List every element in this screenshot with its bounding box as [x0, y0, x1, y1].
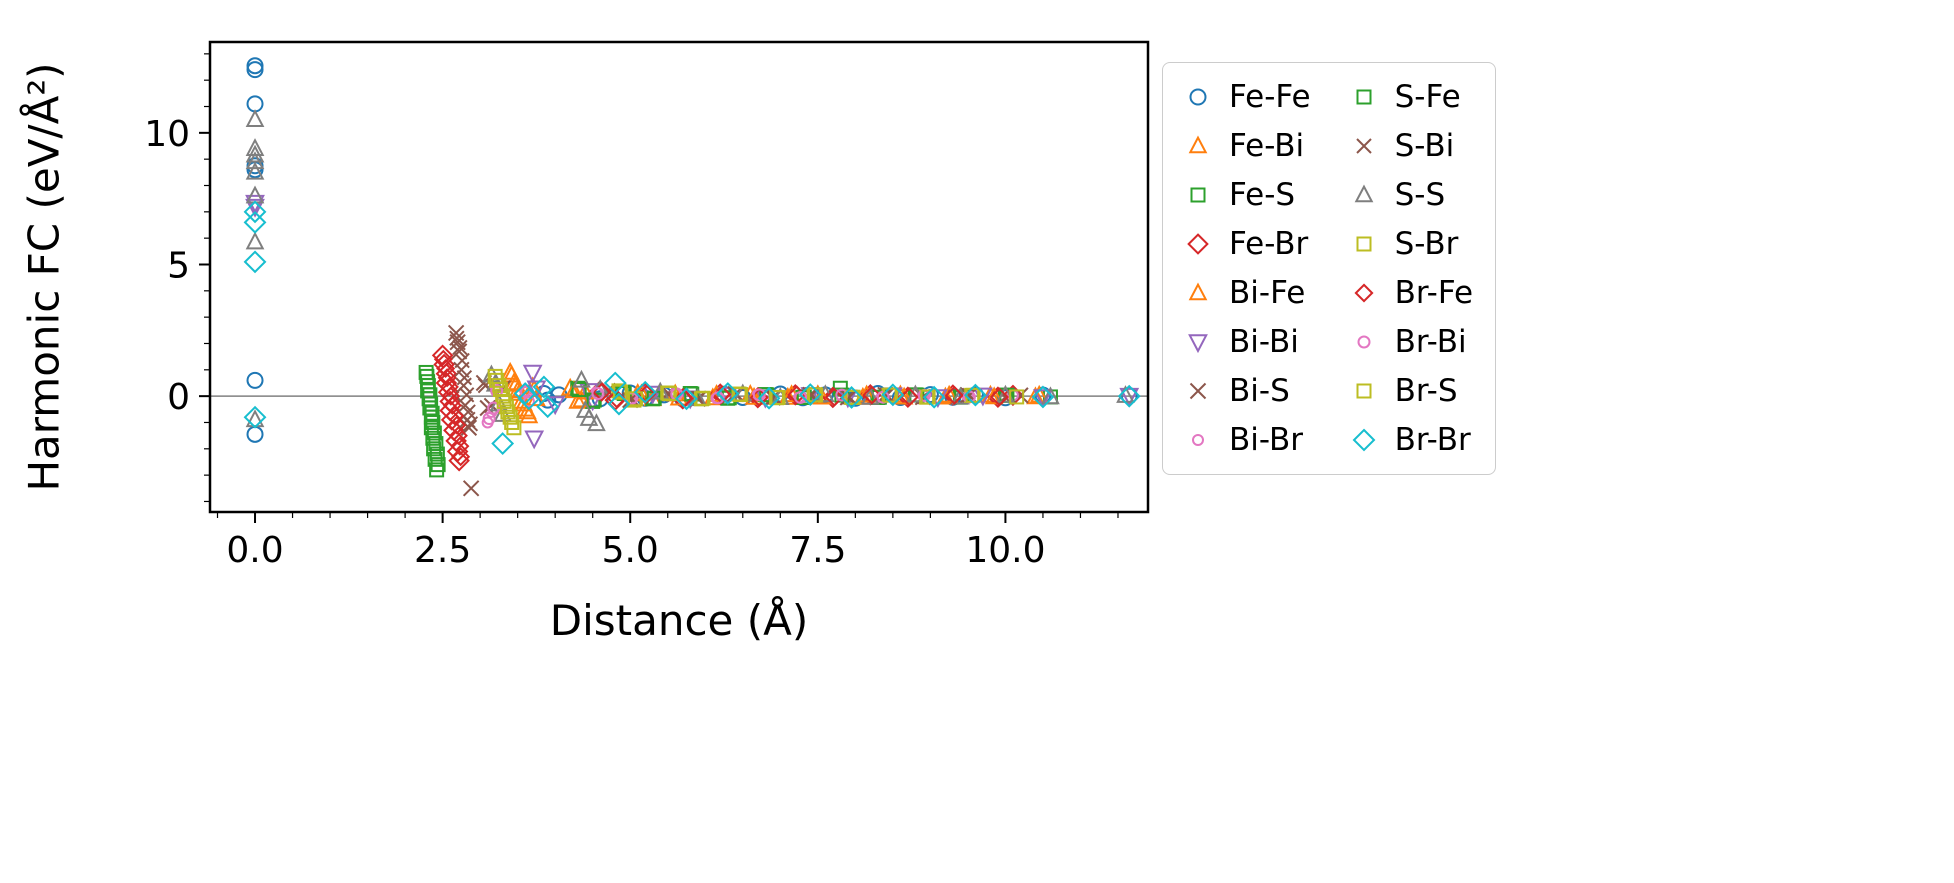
- legend-label: Br-Fe: [1394, 274, 1474, 311]
- legend-item-br-bi: Br-Bi: [1347, 322, 1473, 362]
- legend-label: Br-S: [1394, 372, 1458, 409]
- legend-label: Fe-S: [1229, 176, 1296, 213]
- legend-label: Bi-Br: [1229, 421, 1303, 458]
- x-marker-icon: [1355, 138, 1372, 154]
- legend-item-bi-bi: Bi-Bi: [1181, 322, 1311, 362]
- circle-marker-icon: [1189, 88, 1207, 106]
- diamond-marker-icon: [1352, 428, 1376, 452]
- legend-label: Bi-Fe: [1229, 274, 1306, 311]
- legend-item-bi-s: Bi-S: [1181, 371, 1311, 411]
- circle-marker-icon: [1357, 335, 1371, 349]
- svg-text:0: 0: [167, 377, 190, 418]
- x-axis-label: Distance (Å): [549, 596, 809, 645]
- legend-label: Br-Bi: [1394, 323, 1467, 360]
- legend-label: S-Br: [1394, 225, 1459, 262]
- legend-label: Fe-Br: [1229, 225, 1309, 262]
- svg-text:10.0: 10.0: [965, 530, 1045, 571]
- legend-item-fe-s: Fe-S: [1181, 175, 1311, 215]
- svg-text:5.0: 5.0: [602, 530, 659, 571]
- legend-item-bi-fe: Bi-Fe: [1181, 273, 1311, 313]
- legend-item-s-fe: S-Fe: [1347, 77, 1473, 117]
- legend-label: Fe-Fe: [1229, 78, 1311, 115]
- legend: Fe-Fe Fe-Bi Fe-S Fe-Br Bi-Fe Bi-Bi Bi-S Bi-Br S-…: [1162, 62, 1497, 475]
- svg-text:5: 5: [167, 245, 190, 286]
- legend-item-s-s: S-S: [1347, 175, 1473, 215]
- square-marker-icon: [1356, 236, 1372, 252]
- square-marker-icon: [1356, 89, 1372, 105]
- legend-item-s-br: S-Br: [1347, 224, 1473, 264]
- legend-item-s-bi: S-Bi: [1347, 126, 1473, 166]
- legend-label: Bi-S: [1229, 372, 1290, 409]
- diamond-marker-icon: [1187, 233, 1209, 255]
- legend-label: Bi-Bi: [1229, 323, 1299, 360]
- triangle-up-marker-icon: [1354, 184, 1373, 203]
- legend-item-fe-bi: Fe-Bi: [1181, 126, 1311, 166]
- legend-label: Fe-Bi: [1229, 127, 1305, 164]
- legend-item-fe-fe: Fe-Fe: [1181, 77, 1311, 117]
- legend-label: S-Bi: [1394, 127, 1455, 164]
- x-marker-icon: [1189, 382, 1207, 400]
- legend-item-br-fe: Br-Fe: [1347, 273, 1473, 313]
- triangle-up-marker-icon: [1188, 135, 1208, 154]
- svg-text:7.5: 7.5: [789, 530, 846, 571]
- legend-item-br-s: Br-S: [1347, 371, 1473, 411]
- legend-item-fe-br: Fe-Br: [1181, 224, 1311, 264]
- legend-item-br-br: Br-Br: [1347, 420, 1473, 460]
- svg-text:10: 10: [144, 114, 190, 155]
- legend-label: S-Fe: [1394, 78, 1461, 115]
- svg-text:2.5: 2.5: [414, 530, 471, 571]
- legend-item-bi-br: Bi-Br: [1181, 420, 1311, 460]
- y-axis-label: Harmonic FC (eV/Å²): [19, 62, 69, 492]
- legend-label: Br-Br: [1394, 421, 1471, 458]
- square-marker-icon: [1356, 383, 1372, 399]
- legend-label: S-S: [1394, 176, 1446, 213]
- circle-marker-icon: [1192, 434, 1204, 446]
- triangle-up-marker-icon: [1188, 282, 1208, 301]
- square-marker-icon: [1190, 187, 1206, 203]
- diamond-marker-icon: [1354, 283, 1374, 303]
- svg-text:0.0: 0.0: [226, 530, 283, 571]
- triangle-down-marker-icon: [1188, 334, 1208, 354]
